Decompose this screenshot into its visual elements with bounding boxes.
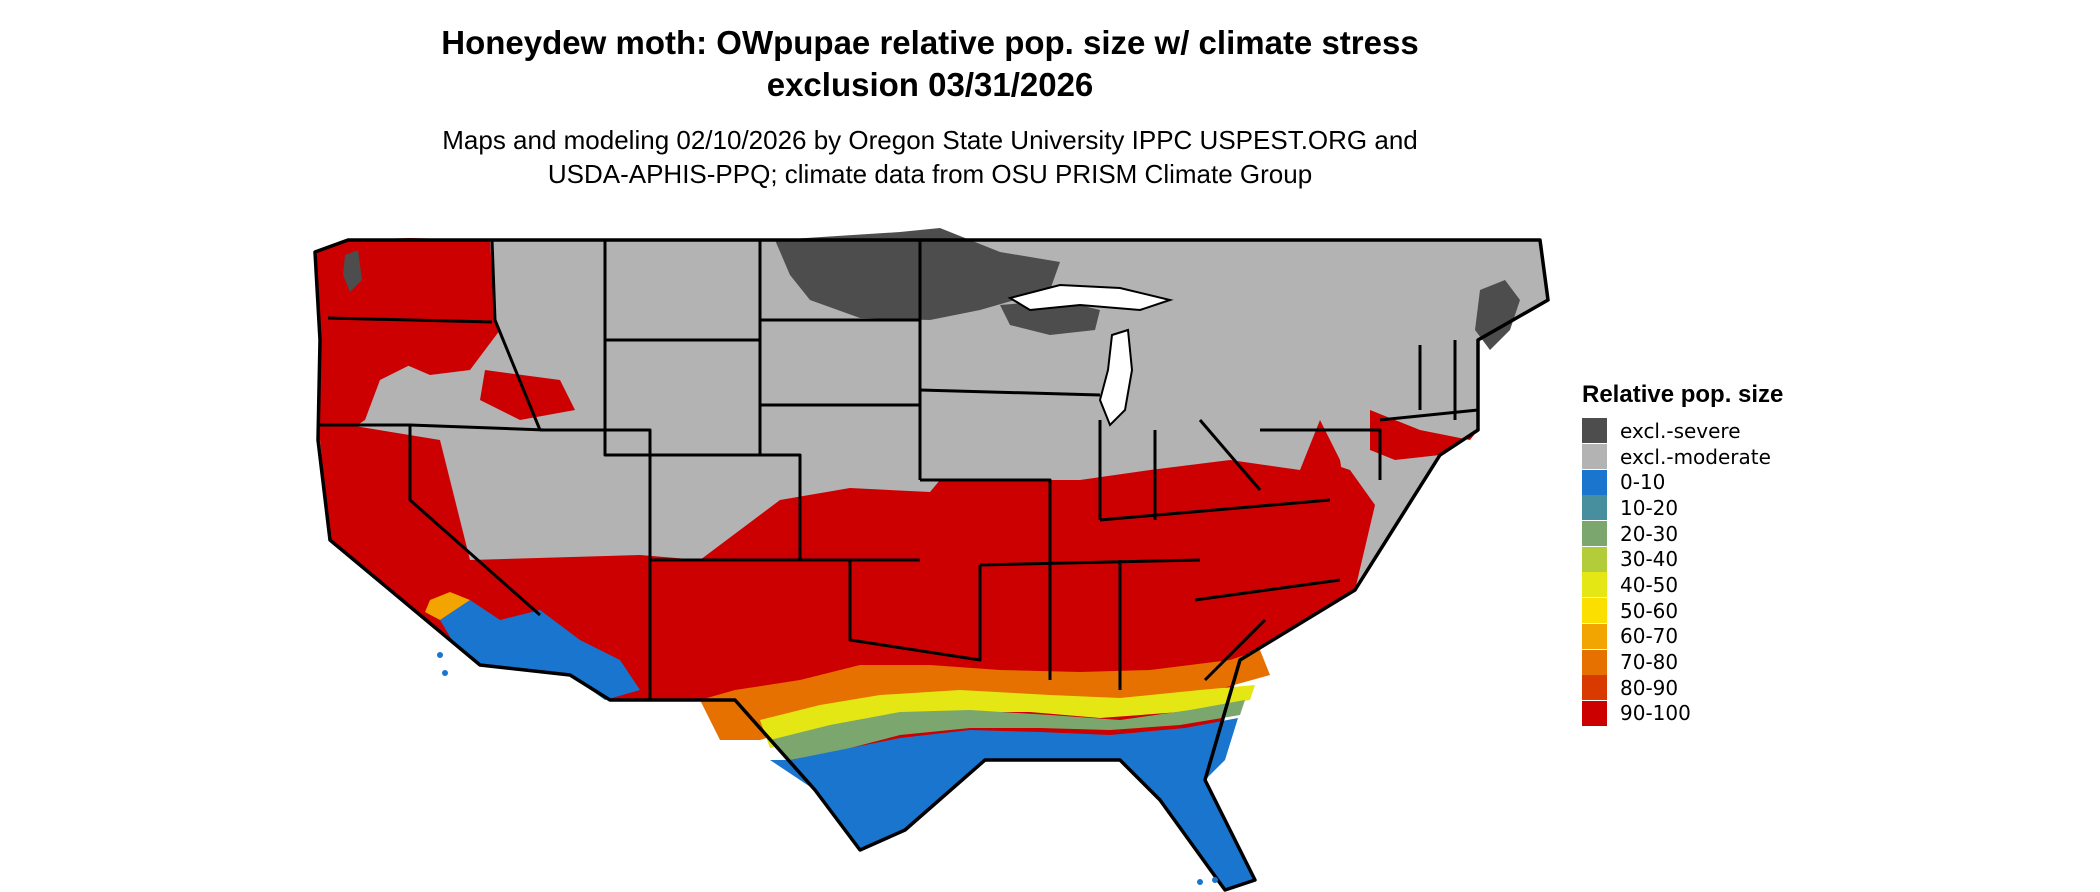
region-mid-gulf-yellow (760, 685, 1255, 748)
state-borders (318, 239, 1479, 700)
legend-label: 60-70 (1620, 624, 1679, 649)
region-severe-maine (1475, 280, 1520, 350)
subtitle-line-2: USDA-APHIS-PPQ; climate data from OSU PR… (547, 159, 1313, 189)
legend-swatch (1582, 700, 1607, 726)
legend-item: 20-30 (1582, 521, 1783, 547)
legend-swatch (1582, 495, 1607, 521)
region-low-gulf (770, 718, 1255, 890)
region-severe-minnesota (775, 228, 1060, 320)
map-subtitle: Maps and modeling 02/10/2026 by Oregon S… (300, 123, 1560, 191)
florida-keys (1197, 873, 1231, 885)
legend-item: excl.-moderate (1582, 444, 1783, 470)
legend-item: 60-70 (1582, 623, 1783, 650)
legend-swatch (1582, 572, 1607, 598)
legend-item: 90-100 (1582, 700, 1783, 727)
map-title: Honeydew moth: OWpupae relative pop. siz… (300, 22, 1560, 106)
legend-item: 10-20 (1582, 495, 1783, 521)
region-high-south (318, 420, 1355, 890)
legend: Relative pop. size excl.-severe excl.-mod… (1582, 380, 1783, 726)
legend-swatch (1582, 521, 1607, 547)
legend-item: 70-80 (1582, 649, 1783, 675)
region-high-midatlantic (1280, 460, 1375, 590)
legend-swatch (1582, 598, 1607, 624)
us-outline (313, 238, 1550, 892)
legend-swatch (1582, 623, 1607, 649)
region-mid-southwest-edge (425, 592, 470, 620)
legend-swatch (1582, 649, 1607, 675)
legend-swatch (1582, 444, 1607, 470)
legend-item: 30-40 (1582, 546, 1783, 572)
legend-label: 40-50 (1620, 572, 1679, 597)
legend-item: excl.-severe (1582, 418, 1783, 444)
legend-label: excl.-moderate (1620, 444, 1771, 469)
legend-swatch (1582, 418, 1607, 444)
title-line-2: exclusion 03/31/2026 (766, 66, 1094, 103)
legend-label: 0-10 (1620, 470, 1666, 495)
legend-label: 80-90 (1620, 675, 1679, 700)
legend-label: 70-80 (1620, 650, 1679, 675)
legend-label: 90-100 (1620, 701, 1691, 726)
region-severe-wisconsin (1000, 300, 1100, 335)
legend-swatch (1582, 469, 1607, 495)
legend-item: 80-90 (1582, 675, 1783, 701)
legend-label: excl.-severe (1620, 418, 1741, 443)
title-line-1: Honeydew moth: OWpupae relative pop. siz… (441, 24, 1419, 61)
region-high-snake-river (480, 370, 575, 420)
legend-items: excl.-severe excl.-moderate 0-10 10-20 20-30… (1582, 418, 1783, 726)
legend-item: 0-10 (1582, 469, 1783, 495)
lake-superior (1007, 283, 1174, 312)
legend-label: 30-40 (1620, 547, 1679, 572)
region-severe-washington (343, 250, 362, 292)
legend-item: 40-50 (1582, 572, 1783, 598)
channel-islands (437, 652, 448, 676)
legend-title: Relative pop. size (1582, 381, 1784, 408)
legend-swatch (1582, 546, 1607, 572)
region-mid-gulf-green (770, 700, 1245, 760)
subtitle-line-1: Maps and modeling 02/10/2026 by Oregon S… (442, 125, 1418, 155)
region-low-southwest (440, 600, 640, 700)
legend-item: 50-60 (1582, 598, 1783, 624)
legend-label: 20-30 (1620, 521, 1679, 546)
legend-swatch (1582, 675, 1607, 701)
legend-label: 10-20 (1620, 495, 1679, 520)
legend-label: 50-60 (1620, 598, 1679, 623)
lake-michigan (1098, 328, 1134, 427)
